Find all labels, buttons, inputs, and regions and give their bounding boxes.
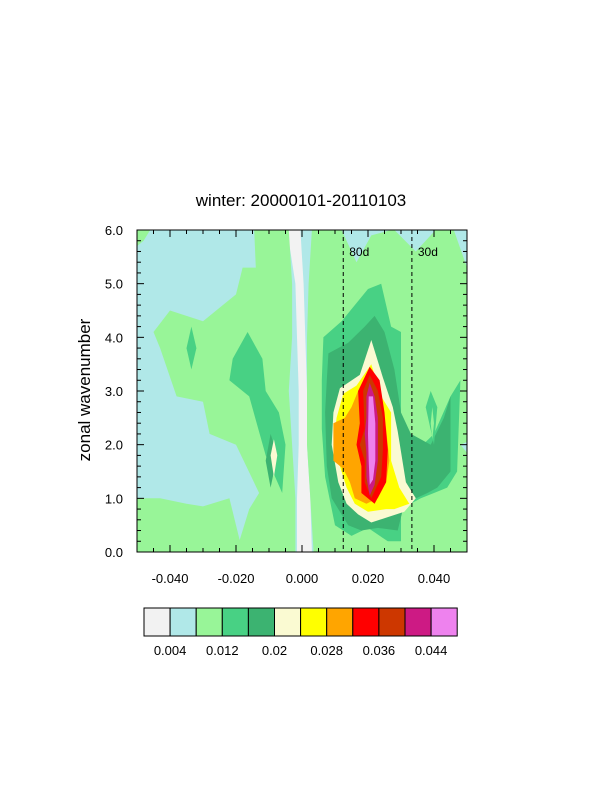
- contour-region: [137, 230, 151, 247]
- colorbar-box: [221, 607, 249, 637]
- y-tick-label: 5.0: [105, 277, 123, 292]
- colorbar-label: 0.012: [206, 643, 239, 658]
- contour-fill-layer: [137, 230, 467, 552]
- contour-region: [453, 230, 467, 268]
- colorbar-box: [143, 607, 171, 637]
- colorbar-box: [247, 607, 275, 637]
- reference-lines: 80d 30d: [342, 230, 438, 552]
- y-tick-label: 3.0: [105, 384, 123, 399]
- y-tick-label: 0.0: [105, 545, 123, 560]
- contour-region: [430, 407, 434, 440]
- y-tick-label: 6.0: [105, 223, 123, 238]
- contour-region: [270, 439, 278, 477]
- colorbar-label: 0.036: [363, 643, 396, 658]
- colorbar-box: [300, 607, 328, 637]
- contour-region: [368, 396, 376, 485]
- chart-title: winter: 20000101-20110103: [195, 191, 406, 210]
- colorbar-box: [404, 607, 432, 637]
- colorbar-label: 0.02: [262, 643, 287, 658]
- contour-region: [287, 230, 312, 552]
- y-axis-title: zonal wavenumber: [75, 318, 94, 461]
- colorbar-box: [169, 607, 197, 637]
- colorbar-box: [378, 607, 406, 637]
- colorbar-label: 0.028: [310, 643, 343, 658]
- y-tick-label: 1.0: [105, 491, 123, 506]
- y-tick-label: 4.0: [105, 330, 123, 345]
- colorbar-label: 0.044: [415, 643, 448, 658]
- colorbar: 0.004 0.012 0.02 0.028 0.036 0.044: [143, 607, 458, 658]
- y-tick-label: 2.0: [105, 438, 123, 453]
- x-tick-label: 0.000: [286, 571, 319, 586]
- contour-region: [153, 230, 296, 552]
- contour-region: [137, 498, 243, 552]
- colorbar-label: 0.004: [154, 643, 187, 658]
- reference-line-label: 80d: [349, 245, 369, 259]
- colorbar-box: [352, 607, 380, 637]
- colorbar-box: [430, 607, 458, 637]
- colorbar-box: [326, 607, 354, 637]
- axes: -0.040 -0.020 0.000 0.020 0.040 0.0 1.0 2.0 3.0 4…: [105, 223, 468, 586]
- x-tick-label: -0.040: [152, 571, 189, 586]
- colorbar-box: [195, 607, 223, 637]
- colorbar-box: [274, 607, 302, 637]
- reference-line-label: 30d: [418, 245, 438, 259]
- contour-region: [186, 326, 197, 370]
- x-tick-label: -0.020: [218, 571, 255, 586]
- x-tick-label: 0.040: [418, 571, 451, 586]
- contour-region: [394, 230, 436, 252]
- x-tick-label: 0.020: [352, 571, 385, 586]
